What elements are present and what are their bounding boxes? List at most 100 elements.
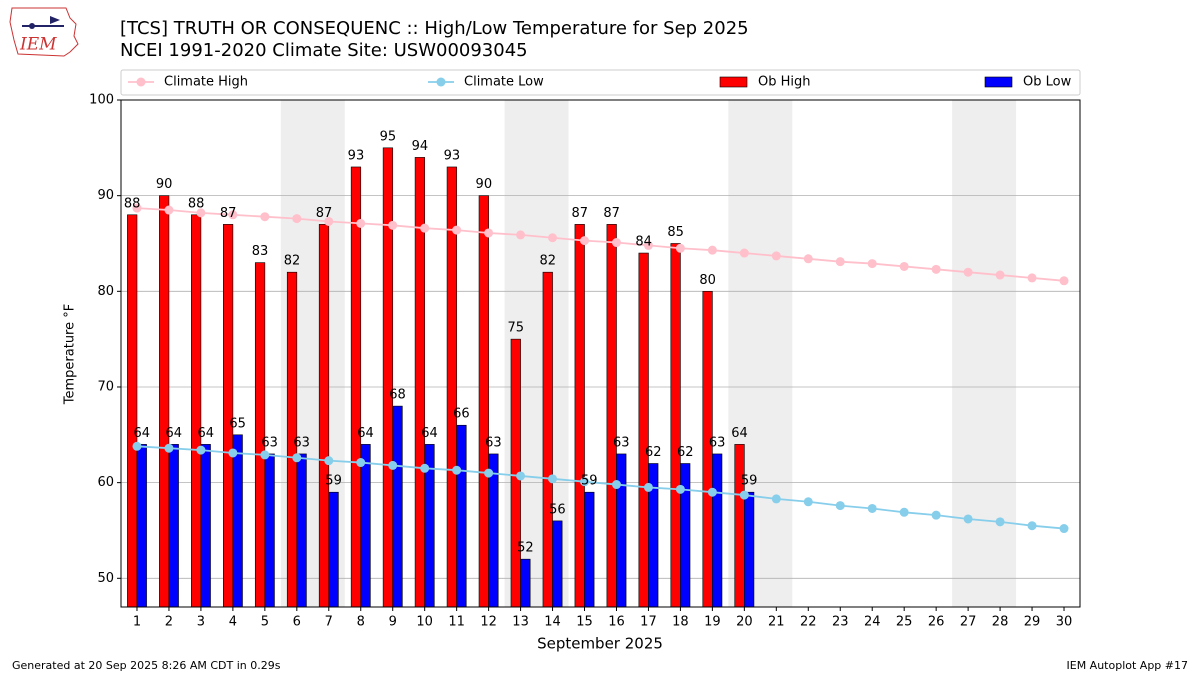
bar [542, 271, 553, 608]
climate-point [228, 448, 238, 458]
climate-point [963, 267, 973, 277]
climate-point [484, 228, 494, 238]
x-tick-label: 18 [672, 615, 689, 630]
bar [680, 463, 691, 608]
x-tick-label: 20 [736, 615, 753, 630]
bar [520, 558, 531, 608]
climate-point [931, 264, 941, 274]
climate-point [420, 223, 430, 233]
bar [318, 224, 330, 608]
data-label: 93 [444, 148, 461, 163]
data-label: 59 [325, 474, 342, 489]
x-tick-label: 3 [197, 615, 205, 630]
footer-right: IEM Autoplot App #17 [1067, 659, 1189, 672]
x-tick-label: 19 [704, 615, 721, 630]
x-tick-label: 29 [1024, 615, 1041, 630]
bar [264, 453, 275, 608]
data-label: 52 [517, 541, 534, 556]
data-label: 85 [667, 225, 684, 240]
climate-point [516, 471, 526, 481]
climate-point [835, 501, 845, 511]
data-label: 64 [731, 426, 748, 441]
x-tick-label: 4 [229, 615, 237, 630]
x-tick-label: 15 [576, 615, 593, 630]
x-tick-label: 26 [928, 615, 945, 630]
bar [456, 424, 467, 608]
climate-point [164, 205, 174, 215]
footer-left: Generated at 20 Sep 2025 8:26 AM CDT in … [12, 659, 281, 672]
legend-marker [136, 77, 146, 87]
climate-point [164, 443, 174, 453]
x-tick-label: 1 [133, 615, 141, 630]
data-label: 64 [357, 426, 374, 441]
data-label: 63 [293, 435, 310, 450]
bar [606, 224, 617, 608]
bar [350, 166, 362, 608]
y-tick-label: 60 [97, 475, 114, 490]
climate-point [324, 216, 334, 226]
chart-subtitle: NCEI 1991-2020 Climate Site: USW00093045 [120, 40, 528, 61]
climate-point [1059, 276, 1069, 286]
bar [136, 444, 147, 608]
data-label: 63 [261, 435, 278, 450]
y-axis-label: Temperature °F [63, 304, 78, 405]
data-label: 90 [476, 177, 493, 192]
climate-point [196, 208, 206, 218]
climate-point [260, 450, 270, 460]
bar [734, 444, 745, 608]
climate-point [675, 484, 685, 494]
climate-point [803, 254, 813, 264]
legend-box [120, 69, 1081, 96]
climate-point [771, 251, 781, 261]
climate-point [835, 257, 845, 267]
y-tick-label: 80 [97, 284, 114, 299]
data-label: 65 [229, 416, 246, 431]
climate-point [899, 261, 909, 271]
climate-point [356, 218, 366, 228]
bar [159, 195, 170, 608]
data-label: 87 [316, 206, 333, 221]
y-tick-label: 100 [89, 93, 114, 108]
climate-point [516, 230, 526, 240]
climate-point [867, 259, 877, 269]
climate-point [995, 270, 1005, 280]
climate-point [196, 445, 206, 455]
climate-point [292, 453, 302, 463]
data-label: 62 [645, 445, 662, 460]
climate-point [420, 463, 430, 473]
x-tick-label: 24 [864, 615, 881, 630]
climate-point [388, 460, 398, 470]
x-tick-label: 8 [357, 615, 365, 630]
data-label: 63 [709, 435, 726, 450]
plot-frame [120, 99, 1081, 608]
data-label: 93 [348, 148, 365, 163]
data-label: 66 [453, 407, 470, 422]
x-tick-label: 2 [165, 615, 173, 630]
climate-point [611, 238, 621, 248]
data-label: 59 [741, 474, 758, 489]
data-label: 88 [188, 196, 205, 211]
logo-text: IEM [19, 35, 57, 55]
climate-point [388, 220, 398, 230]
bar [584, 491, 595, 608]
data-label: 59 [581, 474, 598, 489]
bar [552, 520, 563, 608]
x-tick-label: 12 [480, 615, 497, 630]
logo-dot [29, 23, 35, 29]
climate-point [643, 482, 653, 492]
climate-point [260, 212, 270, 222]
bar [200, 444, 211, 608]
climate-point [132, 441, 142, 451]
data-label: 88 [124, 196, 141, 211]
climate-point [228, 210, 238, 220]
climate-point [739, 490, 749, 500]
legend-swatch [984, 76, 1013, 88]
x-tick-label: 30 [1056, 615, 1073, 630]
y-tick-label: 50 [97, 571, 114, 586]
data-label: 84 [635, 235, 652, 250]
x-tick-label: 28 [992, 615, 1009, 630]
y-tick-label: 90 [97, 188, 114, 203]
climate-point [707, 487, 717, 497]
climate-point [356, 458, 366, 468]
legend-marker [436, 77, 446, 87]
